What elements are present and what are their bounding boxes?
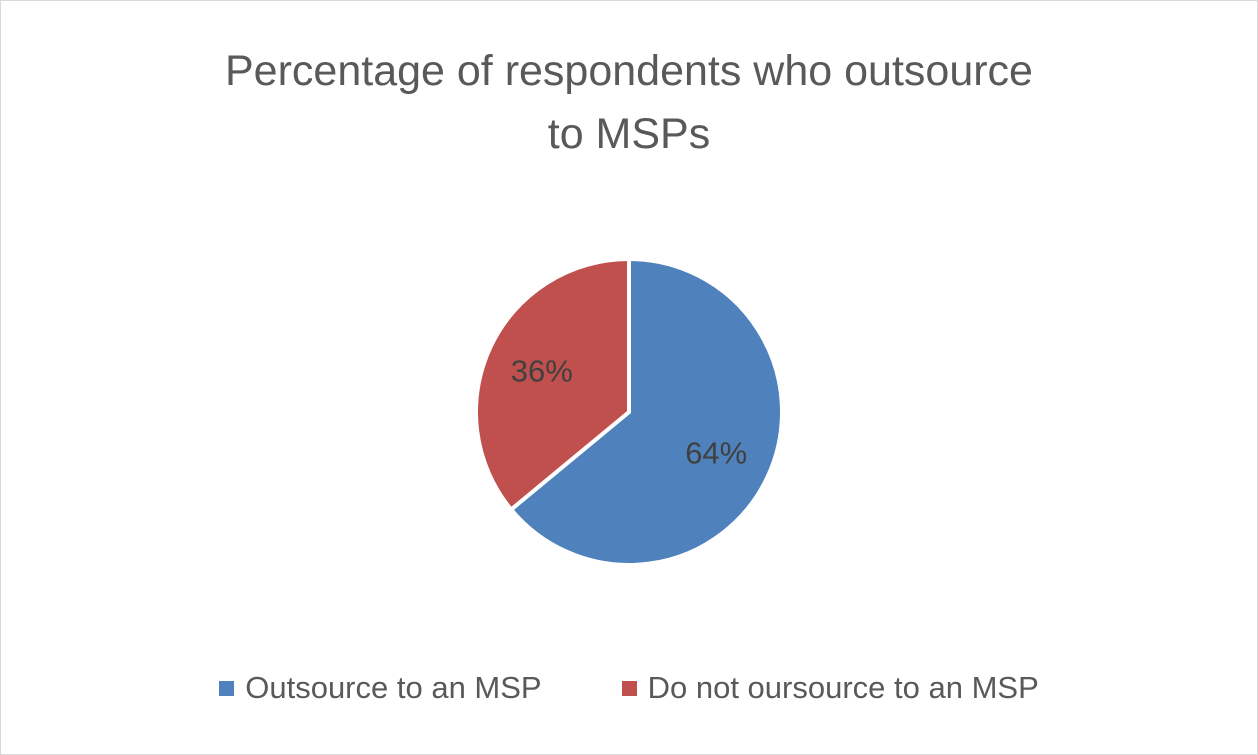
data-label-do-not-outsource: 36% [511, 353, 573, 388]
data-label-outsource: 64% [685, 436, 747, 471]
pie-slice-do-not-outsource [474, 256, 631, 513]
chart-title-line-2: to MSPs [547, 110, 711, 158]
legend-label-outsource: Outsource to an MSP [245, 670, 542, 705]
pie-slice-outsource [508, 256, 784, 567]
legend-swatch-do-not-outsource [621, 680, 637, 696]
chart-title: Percentage of respondents who outsource … [0, 40, 1258, 166]
legend-item-do-not-outsource: Do not oursource to an MSP [621, 662, 1039, 714]
legend-item-outsource: Outsource to an MSP [219, 662, 542, 714]
legend-swatch-outsource [219, 680, 235, 696]
legend: Outsource to an MSP Do not oursource to … [0, 662, 1258, 714]
legend-label-do-not-outsource: Do not oursource to an MSP [647, 670, 1039, 705]
chart-title-line-1: Percentage of respondents who outsource [225, 47, 1033, 95]
